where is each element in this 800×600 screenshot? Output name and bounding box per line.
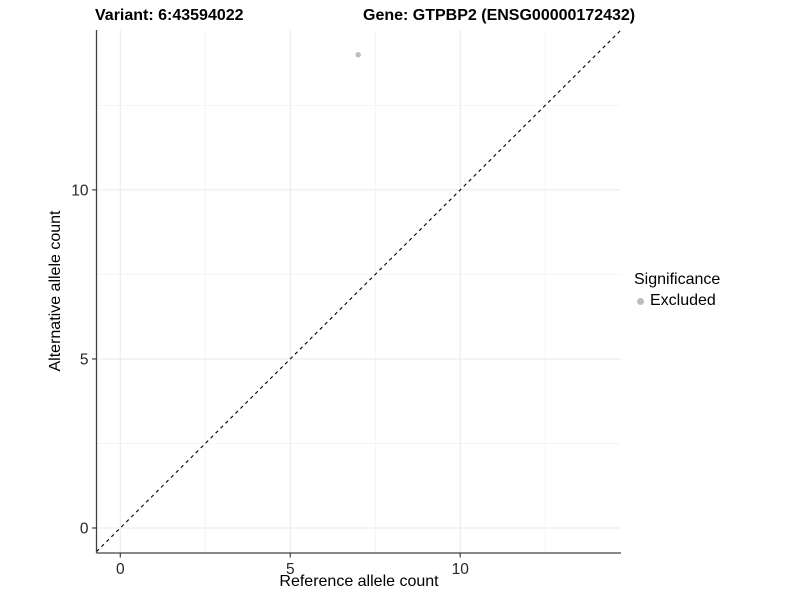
y-tick-label: 0 [80, 520, 89, 537]
plot-title-variant: Variant: 6:43594022 [95, 7, 244, 24]
data-point [355, 51, 361, 58]
legend-point-icon [637, 297, 644, 305]
legend-item-label: Excluded [650, 292, 716, 309]
x-tick-label: 10 [452, 561, 470, 578]
legend-item-excluded: Excluded [634, 291, 720, 311]
y-tick-label: 5 [80, 351, 89, 368]
identity-line [96, 29, 622, 553]
x-tick-label: 5 [286, 561, 295, 578]
plot-title-gene: Gene: GTPBP2 (ENSG00000172432) [363, 7, 636, 24]
legend-title: Significance [634, 271, 721, 288]
x-axis-label: Reference allele count [279, 573, 439, 590]
y-axis-label: Alternative allele count [47, 210, 64, 372]
y-tick-label: 10 [71, 182, 89, 199]
x-tick-label: 0 [116, 561, 125, 578]
legend: Significance Excluded [634, 270, 720, 311]
